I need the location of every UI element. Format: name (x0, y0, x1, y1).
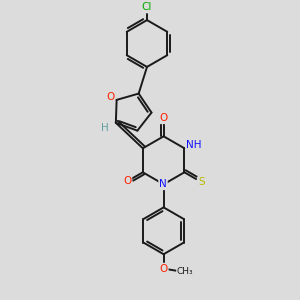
Text: O: O (106, 92, 114, 103)
Text: Cl: Cl (142, 2, 152, 13)
Text: NH: NH (186, 140, 202, 150)
Text: H: H (101, 123, 109, 133)
Text: O: O (160, 113, 168, 123)
Text: S: S (198, 177, 205, 187)
Text: CH₃: CH₃ (177, 267, 194, 276)
Text: O: O (160, 264, 168, 274)
Text: O: O (123, 176, 131, 186)
Text: N: N (159, 179, 167, 189)
